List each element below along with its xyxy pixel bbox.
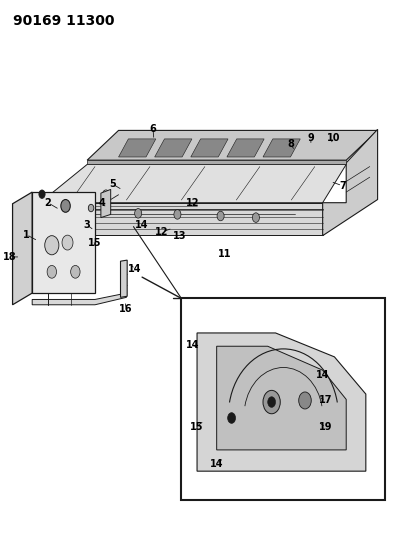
- Polygon shape: [227, 139, 264, 157]
- Circle shape: [263, 390, 280, 414]
- Circle shape: [102, 190, 110, 199]
- Text: 19: 19: [319, 422, 333, 432]
- Text: 15: 15: [190, 422, 203, 432]
- Text: 14: 14: [136, 220, 149, 230]
- Circle shape: [217, 211, 224, 221]
- Text: 3: 3: [84, 220, 91, 230]
- Text: 1: 1: [23, 230, 30, 240]
- Circle shape: [174, 209, 181, 219]
- Circle shape: [61, 199, 70, 212]
- Text: 18: 18: [3, 252, 16, 262]
- Polygon shape: [197, 333, 366, 471]
- Text: 11: 11: [218, 249, 231, 259]
- Circle shape: [88, 204, 94, 212]
- Polygon shape: [87, 160, 346, 165]
- Circle shape: [62, 235, 73, 250]
- Text: 14: 14: [210, 459, 223, 469]
- Text: 14: 14: [316, 370, 329, 381]
- Circle shape: [135, 208, 142, 218]
- Polygon shape: [13, 192, 32, 305]
- Text: 15: 15: [87, 238, 101, 247]
- Text: 4: 4: [98, 198, 106, 208]
- Polygon shape: [40, 165, 346, 203]
- Text: 14: 14: [128, 264, 142, 274]
- Polygon shape: [32, 192, 95, 293]
- Text: 12: 12: [155, 227, 169, 237]
- FancyBboxPatch shape: [181, 298, 385, 500]
- Polygon shape: [40, 203, 323, 235]
- Text: 17: 17: [319, 395, 333, 406]
- Polygon shape: [32, 293, 126, 305]
- Text: 14: 14: [186, 340, 199, 350]
- Circle shape: [253, 213, 260, 222]
- Polygon shape: [119, 139, 156, 157]
- Circle shape: [299, 392, 311, 409]
- Circle shape: [228, 413, 236, 423]
- Text: 13: 13: [173, 231, 186, 241]
- Polygon shape: [263, 139, 300, 157]
- Text: 12: 12: [186, 198, 200, 208]
- Polygon shape: [87, 131, 377, 160]
- Text: 7: 7: [339, 181, 346, 191]
- Circle shape: [45, 236, 59, 255]
- Text: 16: 16: [119, 304, 132, 314]
- Text: 2: 2: [45, 198, 51, 208]
- Text: 10: 10: [327, 133, 340, 143]
- Polygon shape: [121, 260, 127, 297]
- Polygon shape: [101, 189, 111, 217]
- Circle shape: [47, 265, 56, 278]
- Text: 6: 6: [150, 124, 156, 134]
- Circle shape: [71, 265, 80, 278]
- Text: 9: 9: [307, 133, 314, 143]
- Polygon shape: [191, 139, 228, 157]
- Text: 5: 5: [109, 179, 116, 189]
- Polygon shape: [323, 130, 377, 236]
- Circle shape: [39, 190, 45, 198]
- Text: 8: 8: [287, 139, 294, 149]
- Polygon shape: [40, 209, 87, 219]
- Circle shape: [268, 397, 275, 407]
- Polygon shape: [155, 139, 192, 157]
- Text: 90169 11300: 90169 11300: [13, 14, 114, 28]
- Polygon shape: [217, 346, 346, 450]
